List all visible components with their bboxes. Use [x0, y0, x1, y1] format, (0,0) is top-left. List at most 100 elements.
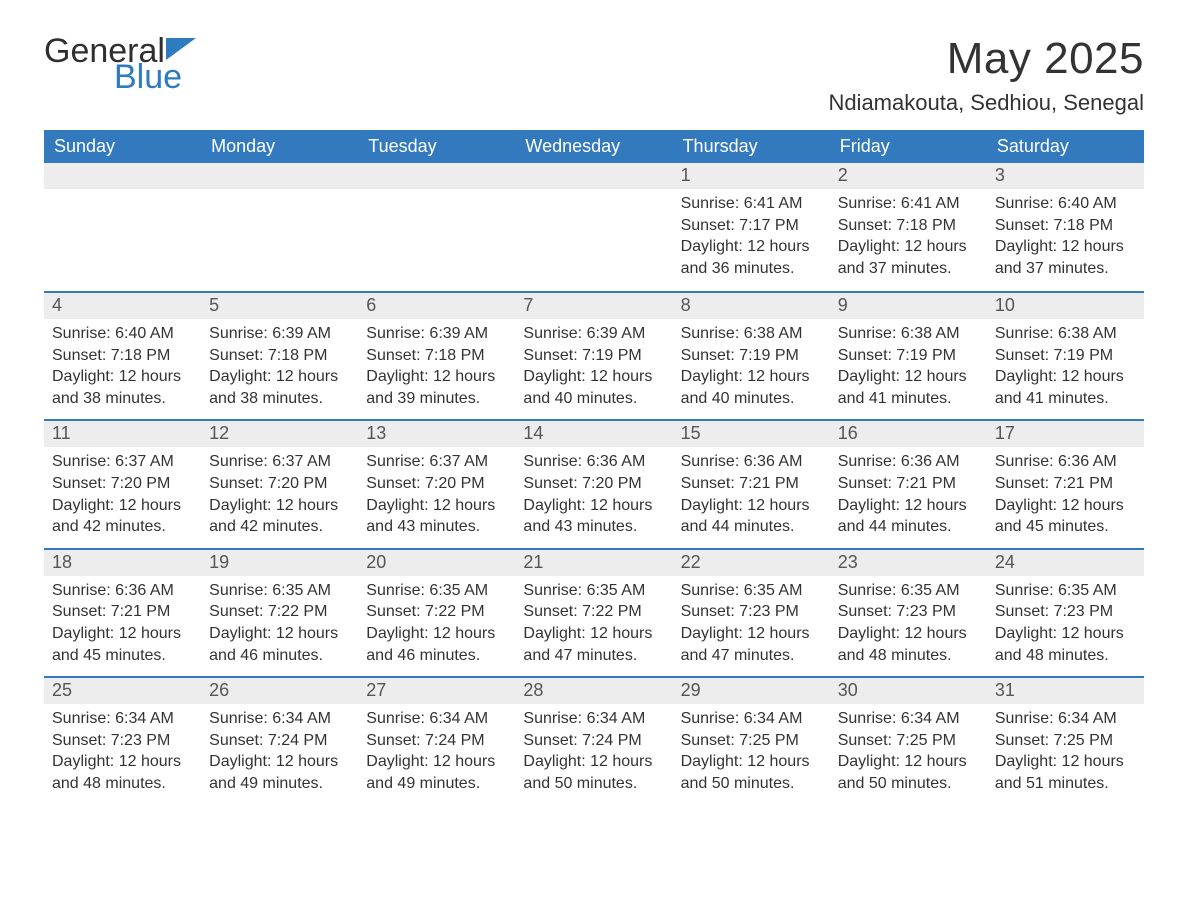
day-info: Sunrise: 6:36 AMSunset: 7:20 PMDaylight:…: [515, 447, 672, 547]
day-info: Sunrise: 6:34 AMSunset: 7:25 PMDaylight:…: [987, 704, 1144, 804]
day-info: Sunrise: 6:35 AMSunset: 7:22 PMDaylight:…: [358, 576, 515, 676]
day-cell: 12Sunrise: 6:37 AMSunset: 7:20 PMDayligh…: [201, 421, 358, 547]
sunset-line: Sunset: 7:19 PM: [681, 345, 822, 367]
day-info: Sunrise: 6:38 AMSunset: 7:19 PMDaylight:…: [830, 319, 987, 419]
day-info: Sunrise: 6:36 AMSunset: 7:21 PMDaylight:…: [44, 576, 201, 676]
day-info: Sunrise: 6:34 AMSunset: 7:24 PMDaylight:…: [515, 704, 672, 804]
daylight-line: Daylight: 12 hours and 40 minutes.: [681, 366, 822, 409]
day-cell: 5Sunrise: 6:39 AMSunset: 7:18 PMDaylight…: [201, 293, 358, 419]
daylight-line: Daylight: 12 hours and 42 minutes.: [52, 495, 193, 538]
sunrise-line: Sunrise: 6:35 AM: [995, 580, 1136, 602]
day-info: Sunrise: 6:36 AMSunset: 7:21 PMDaylight:…: [673, 447, 830, 547]
sunrise-line: Sunrise: 6:41 AM: [681, 193, 822, 215]
calendar: Sunday Monday Tuesday Wednesday Thursday…: [44, 130, 1144, 805]
sunrise-line: Sunrise: 6:34 AM: [681, 708, 822, 730]
sunrise-line: Sunrise: 6:35 AM: [523, 580, 664, 602]
day-info: Sunrise: 6:34 AMSunset: 7:25 PMDaylight:…: [673, 704, 830, 804]
sunrise-line: Sunrise: 6:41 AM: [838, 193, 979, 215]
day-cell: 6 Sunrise: 6:39 AMSunset: 7:18 PMDaylight…: [358, 293, 515, 419]
weekday-tue: Tuesday: [358, 130, 515, 163]
sunrise-line: Sunrise: 6:39 AM: [366, 323, 507, 345]
daylight-line: Daylight: 12 hours and 41 minutes.: [838, 366, 979, 409]
daylight-line: Daylight: 12 hours and 37 minutes.: [838, 236, 979, 279]
sunset-line: Sunset: 7:23 PM: [681, 601, 822, 623]
day-cell: 29Sunrise: 6:34 AMSunset: 7:25 PMDayligh…: [673, 678, 830, 804]
sunrise-line: Sunrise: 6:34 AM: [209, 708, 350, 730]
sunset-line: Sunset: 7:22 PM: [523, 601, 664, 623]
day-info: Sunrise: 6:38 AMSunset: 7:19 PMDaylight:…: [987, 319, 1144, 419]
day-number: 6: [358, 293, 515, 319]
weekday-mon: Monday: [201, 130, 358, 163]
weekday-thu: Thursday: [673, 130, 830, 163]
sunrise-line: Sunrise: 6:40 AM: [52, 323, 193, 345]
sunset-line: Sunset: 7:21 PM: [681, 473, 822, 495]
day-info: Sunrise: 6:35 AMSunset: 7:22 PMDaylight:…: [515, 576, 672, 676]
sunset-line: Sunset: 7:18 PM: [366, 345, 507, 367]
day-cell: [44, 163, 201, 291]
daylight-line: Daylight: 12 hours and 50 minutes.: [681, 751, 822, 794]
week-row: 25Sunrise: 6:34 AMSunset: 7:23 PMDayligh…: [44, 676, 1144, 804]
day-info: Sunrise: 6:34 AMSunset: 7:24 PMDaylight:…: [358, 704, 515, 804]
daylight-line: Daylight: 12 hours and 48 minutes.: [52, 751, 193, 794]
day-cell: 22Sunrise: 6:35 AMSunset: 7:23 PMDayligh…: [673, 550, 830, 676]
brand-logo: General Blue: [44, 34, 200, 94]
daylight-line: Daylight: 12 hours and 47 minutes.: [681, 623, 822, 666]
daylight-line: Daylight: 12 hours and 39 minutes.: [366, 366, 507, 409]
sunrise-line: Sunrise: 6:35 AM: [838, 580, 979, 602]
sunrise-line: Sunrise: 6:39 AM: [523, 323, 664, 345]
day-number: 18: [44, 550, 201, 576]
day-number: 9: [830, 293, 987, 319]
day-number: [44, 163, 201, 189]
sunset-line: Sunset: 7:21 PM: [995, 473, 1136, 495]
sunset-line: Sunset: 7:20 PM: [366, 473, 507, 495]
day-info: Sunrise: 6:41 AMSunset: 7:17 PMDaylight:…: [673, 189, 830, 289]
day-cell: 15Sunrise: 6:36 AMSunset: 7:21 PMDayligh…: [673, 421, 830, 547]
sunrise-line: Sunrise: 6:36 AM: [523, 451, 664, 473]
daylight-line: Daylight: 12 hours and 50 minutes.: [838, 751, 979, 794]
day-number: 30: [830, 678, 987, 704]
day-cell: [201, 163, 358, 291]
sunset-line: Sunset: 7:19 PM: [838, 345, 979, 367]
day-number: 7: [515, 293, 672, 319]
sunset-line: Sunset: 7:24 PM: [523, 730, 664, 752]
day-number: 29: [673, 678, 830, 704]
day-number: 28: [515, 678, 672, 704]
daylight-line: Daylight: 12 hours and 41 minutes.: [995, 366, 1136, 409]
day-cell: 4Sunrise: 6:40 AMSunset: 7:18 PMDaylight…: [44, 293, 201, 419]
sunrise-line: Sunrise: 6:36 AM: [52, 580, 193, 602]
day-cell: 18Sunrise: 6:36 AMSunset: 7:21 PMDayligh…: [44, 550, 201, 676]
day-number: 12: [201, 421, 358, 447]
daylight-line: Daylight: 12 hours and 48 minutes.: [838, 623, 979, 666]
day-info: Sunrise: 6:40 AMSunset: 7:18 PMDaylight:…: [987, 189, 1144, 289]
day-number: 15: [673, 421, 830, 447]
sunrise-line: Sunrise: 6:38 AM: [681, 323, 822, 345]
day-number: 23: [830, 550, 987, 576]
sunset-line: Sunset: 7:23 PM: [838, 601, 979, 623]
daylight-line: Daylight: 12 hours and 49 minutes.: [366, 751, 507, 794]
weekday-sat: Saturday: [987, 130, 1144, 163]
location-text: Ndiamakouta, Sedhiou, Senegal: [828, 90, 1144, 116]
day-number: 11: [44, 421, 201, 447]
day-number: 4: [44, 293, 201, 319]
day-number: 17: [987, 421, 1144, 447]
day-cell: 20Sunrise: 6:35 AMSunset: 7:22 PMDayligh…: [358, 550, 515, 676]
day-info: Sunrise: 6:34 AMSunset: 7:25 PMDaylight:…: [830, 704, 987, 804]
sunset-line: Sunset: 7:21 PM: [838, 473, 979, 495]
day-number: 8: [673, 293, 830, 319]
sunset-line: Sunset: 7:25 PM: [995, 730, 1136, 752]
sunset-line: Sunset: 7:20 PM: [52, 473, 193, 495]
day-cell: 31Sunrise: 6:34 AMSunset: 7:25 PMDayligh…: [987, 678, 1144, 804]
sunset-line: Sunset: 7:19 PM: [523, 345, 664, 367]
sunrise-line: Sunrise: 6:37 AM: [209, 451, 350, 473]
day-cell: 3Sunrise: 6:40 AMSunset: 7:18 PMDaylight…: [987, 163, 1144, 291]
weekday-fri: Friday: [830, 130, 987, 163]
sunrise-line: Sunrise: 6:38 AM: [838, 323, 979, 345]
daylight-line: Daylight: 12 hours and 43 minutes.: [523, 495, 664, 538]
day-number: 3: [987, 163, 1144, 189]
sunrise-line: Sunrise: 6:34 AM: [366, 708, 507, 730]
day-cell: 16Sunrise: 6:36 AMSunset: 7:21 PMDayligh…: [830, 421, 987, 547]
sunset-line: Sunset: 7:25 PM: [681, 730, 822, 752]
sunrise-line: Sunrise: 6:35 AM: [681, 580, 822, 602]
sunset-line: Sunset: 7:23 PM: [52, 730, 193, 752]
sunrise-line: Sunrise: 6:37 AM: [52, 451, 193, 473]
